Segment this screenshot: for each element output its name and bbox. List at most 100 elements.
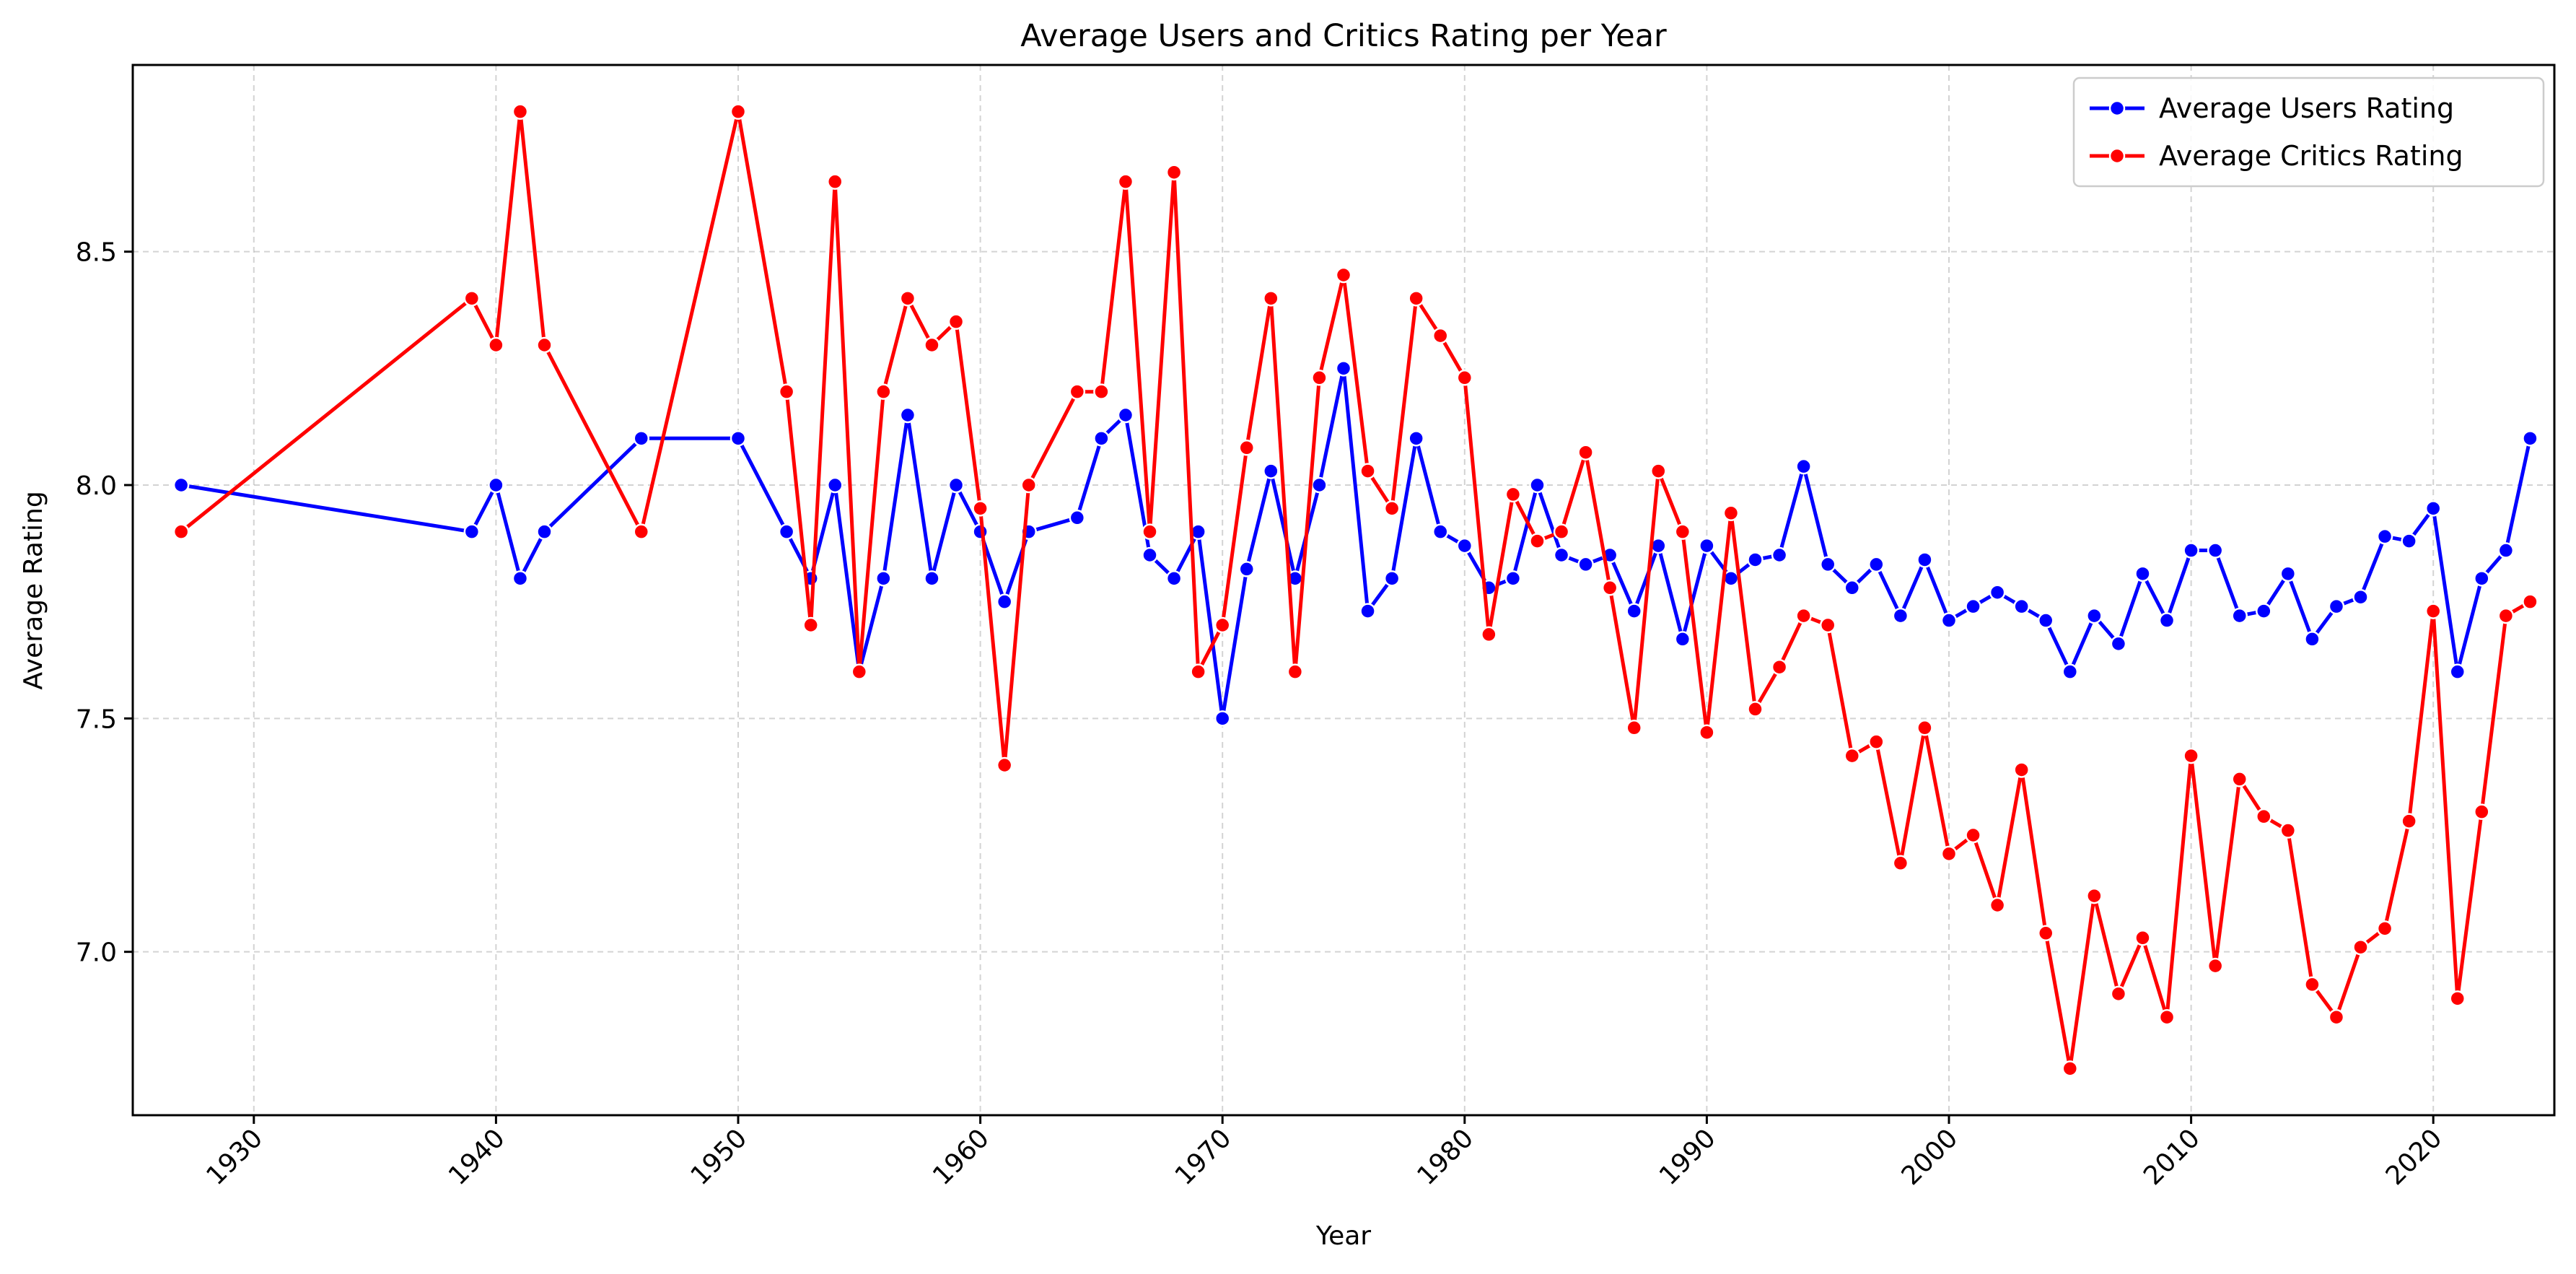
axis-ticks: 1930 1940 1950 1960 1970 1980 1990 2000 2010 2020… — [76, 238, 2448, 1191]
data-point — [1699, 537, 1715, 554]
data-point — [2376, 920, 2393, 937]
data-point — [1965, 826, 1981, 844]
data-point — [1916, 551, 1933, 568]
data-point — [2062, 1060, 2079, 1077]
data-point — [1481, 626, 1497, 643]
x-tick-label: 2020 — [2380, 1123, 2448, 1191]
legend-swatch-marker — [2108, 100, 2126, 117]
data-point — [1699, 724, 1715, 741]
data-point — [2401, 813, 2417, 829]
data-point — [1504, 486, 1522, 503]
data-point — [1432, 523, 1449, 540]
data-point — [996, 593, 1013, 610]
data-point — [1868, 733, 1885, 750]
x-tick-label: 1960 — [927, 1123, 995, 1191]
legend-box — [2072, 77, 2545, 188]
data-point — [1117, 173, 1134, 190]
data-point — [1335, 360, 1352, 377]
data-point — [1311, 370, 1328, 386]
data-point — [899, 290, 916, 307]
data-point — [1819, 556, 1836, 573]
data-point — [1165, 570, 1183, 587]
data-point — [2522, 593, 2538, 610]
data-point — [1892, 855, 1909, 872]
data-point — [1989, 896, 2006, 914]
data-point — [2424, 500, 2442, 517]
data-point — [1674, 631, 1691, 647]
data-point — [1383, 500, 1401, 517]
data-point — [2013, 598, 2030, 615]
data-point — [1020, 476, 1037, 494]
data-point — [633, 430, 650, 447]
data-point — [1214, 616, 1231, 634]
data-point — [972, 500, 989, 517]
data-point — [1408, 430, 1424, 447]
data-point — [1844, 747, 1861, 764]
data-point — [1747, 701, 1764, 717]
data-point — [730, 103, 747, 120]
data-point — [2279, 565, 2297, 583]
data-point — [1674, 523, 1691, 540]
data-point — [851, 663, 868, 680]
data-point — [1577, 556, 1594, 573]
data-point — [2134, 930, 2151, 946]
data-point — [1771, 658, 1788, 676]
data-point — [1650, 463, 1667, 479]
x-tick-label: 1950 — [685, 1123, 753, 1191]
data-point — [1626, 720, 1642, 736]
data-point — [2231, 607, 2248, 624]
data-point — [1311, 476, 1328, 494]
data-point — [802, 616, 819, 634]
data-point — [2328, 1008, 2345, 1026]
data-point — [1238, 561, 1256, 577]
data-point — [2037, 612, 2054, 629]
x-tick-label: 1980 — [1411, 1123, 1479, 1191]
data-point — [1263, 463, 1279, 479]
data-point — [1747, 551, 1764, 568]
data-point — [1795, 458, 1812, 475]
data-point — [2352, 588, 2369, 606]
series-line — [180, 366, 2532, 720]
data-point — [947, 476, 965, 494]
x-axis-label: Year — [1315, 1221, 1371, 1251]
data-point — [1383, 570, 1401, 587]
data-point — [778, 523, 795, 540]
data-point — [2256, 603, 2272, 619]
data-point — [1359, 463, 1376, 479]
data-point — [1093, 383, 1110, 400]
data-point — [2424, 603, 2442, 619]
data-point — [172, 523, 190, 540]
data-point — [778, 383, 795, 400]
data-point — [2062, 663, 2079, 680]
data-point — [1940, 612, 1958, 629]
plot-frame — [131, 64, 2556, 1117]
data-point — [1432, 327, 1449, 344]
data-point — [875, 383, 892, 400]
data-point — [1577, 444, 1594, 461]
data-point — [1989, 584, 2006, 601]
data-point — [1142, 546, 1158, 564]
data-point — [1069, 510, 1086, 526]
data-point — [463, 290, 481, 307]
data-point — [2449, 990, 2466, 1007]
data-point — [1529, 476, 1546, 494]
data-point — [2522, 430, 2538, 447]
data-point — [1214, 710, 1231, 727]
y-tick-label: 7.5 — [76, 704, 117, 734]
data-point — [1190, 663, 1206, 680]
data-point — [172, 476, 190, 494]
data-point — [2134, 565, 2151, 583]
data-point — [2231, 771, 2248, 787]
data-point — [1553, 546, 1570, 564]
legend-swatch-marker — [2108, 147, 2126, 165]
data-point — [1892, 607, 1909, 624]
data-point — [1940, 845, 1958, 863]
chart-title: Average Users and Critics Rating per Yea… — [1020, 18, 1667, 54]
data-point — [1553, 523, 1570, 540]
data-point — [1916, 720, 1933, 736]
data-point — [2207, 542, 2224, 559]
data-point — [2086, 607, 2103, 624]
data-point — [1844, 580, 1861, 596]
data-point — [488, 476, 504, 494]
data-point — [2497, 542, 2515, 559]
